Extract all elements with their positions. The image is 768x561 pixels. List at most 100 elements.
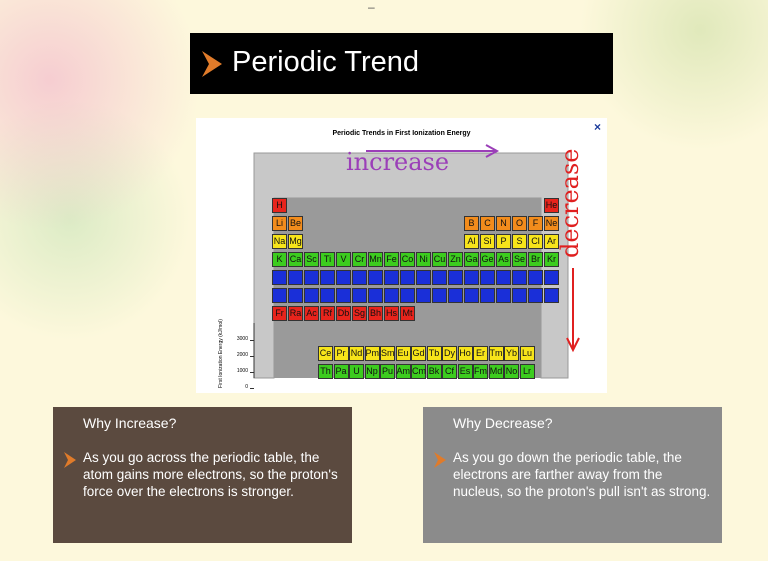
element-cell: As: [496, 252, 511, 267]
annotation-across: increase: [346, 148, 450, 176]
element-cell: Br: [528, 252, 543, 267]
element-cell: Ca: [288, 252, 303, 267]
element-cell: O: [512, 216, 527, 231]
element-cell: Mt: [400, 306, 415, 321]
element-cell: Db: [336, 306, 351, 321]
element-cell: [304, 270, 319, 285]
element-cell: [320, 288, 335, 303]
element-cell: Se: [512, 252, 527, 267]
annotation-down: decrease: [556, 148, 584, 258]
element-cell: Lr: [519, 364, 535, 379]
element-cell: [272, 288, 287, 303]
element-cell: Fe: [384, 252, 399, 267]
element-cell: [480, 288, 495, 303]
y-tick-label: 0: [245, 384, 248, 390]
element-cell: Sm: [380, 346, 395, 361]
element-cell: P: [496, 234, 511, 249]
figure-title: Periodic Trends in First Ionization Ener…: [332, 130, 471, 137]
y-tick: [250, 388, 254, 389]
element-cell: Zn: [448, 252, 463, 267]
box-heading: Why Increase?: [83, 415, 177, 431]
element-cell: [416, 288, 431, 303]
element-cell: Er: [473, 346, 488, 361]
element-cell: Ti: [320, 252, 335, 267]
element-cell: Sc: [304, 252, 319, 267]
element-cell: Es: [457, 364, 473, 379]
element-cell: [512, 288, 527, 303]
element-cell: [432, 288, 447, 303]
element-cell: [384, 288, 399, 303]
close-button[interactable]: ×: [594, 120, 602, 134]
element-cell: He: [544, 198, 559, 213]
y-tick: [250, 372, 254, 373]
decrease-box: Why Decrease? As you go down the periodi…: [423, 407, 722, 543]
element-cell: [368, 288, 383, 303]
element-cell: [480, 270, 495, 285]
element-cell: [320, 270, 335, 285]
box-heading: Why Decrease?: [453, 415, 553, 431]
element-cell: Fr: [272, 306, 287, 321]
figure: Periodic Trends in First Ionization Ener…: [196, 118, 607, 393]
element-cell: Sg: [352, 306, 367, 321]
y-tick-label: 2000: [236, 352, 248, 358]
element-cell: N: [496, 216, 511, 231]
element-cell: [288, 270, 303, 285]
element-cell: Ge: [480, 252, 495, 267]
element-cell: [336, 288, 351, 303]
element-cell: Na: [272, 234, 287, 249]
element-cell: Yb: [504, 346, 519, 361]
element-cell: Mg: [288, 234, 303, 249]
slide-title: Periodic Trend: [232, 46, 419, 78]
increase-box: Why Increase? As you go across the perio…: [53, 407, 352, 543]
minimize[interactable]: –: [368, 0, 375, 14]
element-cell: Ce: [318, 346, 333, 361]
element-cell: Np: [364, 364, 380, 379]
element-cell: B: [464, 216, 479, 231]
y-tick-label: 3000: [236, 336, 248, 342]
y-tick: [250, 340, 254, 341]
element-cell: [448, 288, 463, 303]
element-cell: Ho: [457, 346, 473, 361]
element-cell: No: [504, 364, 519, 379]
element-cell: Pm: [364, 346, 380, 361]
arrow-icon: [202, 51, 222, 77]
element-cell: Ni: [416, 252, 431, 267]
element-cell: [432, 270, 447, 285]
element-cell: Cr: [352, 252, 367, 267]
element-cell: [416, 270, 431, 285]
element-cell: [352, 270, 367, 285]
element-cell: [528, 270, 543, 285]
element-cell: Rf: [320, 306, 335, 321]
element-cell: [384, 270, 399, 285]
element-cell: Tm: [488, 346, 504, 361]
element-cell: [368, 270, 383, 285]
element-cell: [496, 270, 511, 285]
y-tick: [250, 356, 254, 357]
element-cell: [288, 288, 303, 303]
element-cell: Li: [272, 216, 287, 231]
element-cell: Pa: [333, 364, 349, 379]
title-bar: Periodic Trend: [190, 33, 613, 94]
element-cell: K: [272, 252, 287, 267]
element-cell: [512, 270, 527, 285]
element-cell: Kr: [544, 252, 559, 267]
box-text: As you go across the periodic table, the…: [83, 450, 338, 499]
element-cell: Ra: [288, 306, 303, 321]
element-cell: Si: [480, 234, 495, 249]
element-cell: [352, 288, 367, 303]
element-cell: Am: [395, 364, 411, 379]
element-cell: [336, 270, 351, 285]
element-cell: [544, 288, 559, 303]
element-cell: Dy: [442, 346, 457, 361]
y-axis-label: First Ionization Energy (kJ/mol): [218, 319, 224, 388]
box-text: As you go down the periodic table, the e…: [453, 450, 711, 499]
element-cell: Bk: [426, 364, 442, 379]
element-cell: H: [272, 198, 287, 213]
element-cell: [464, 288, 479, 303]
element-cell: Be: [288, 216, 303, 231]
element-cell: [304, 288, 319, 303]
arrow-icon: [64, 452, 76, 468]
element-cell: Gd: [411, 346, 426, 361]
element-cell: Cm: [411, 364, 426, 379]
element-cell: [400, 288, 415, 303]
